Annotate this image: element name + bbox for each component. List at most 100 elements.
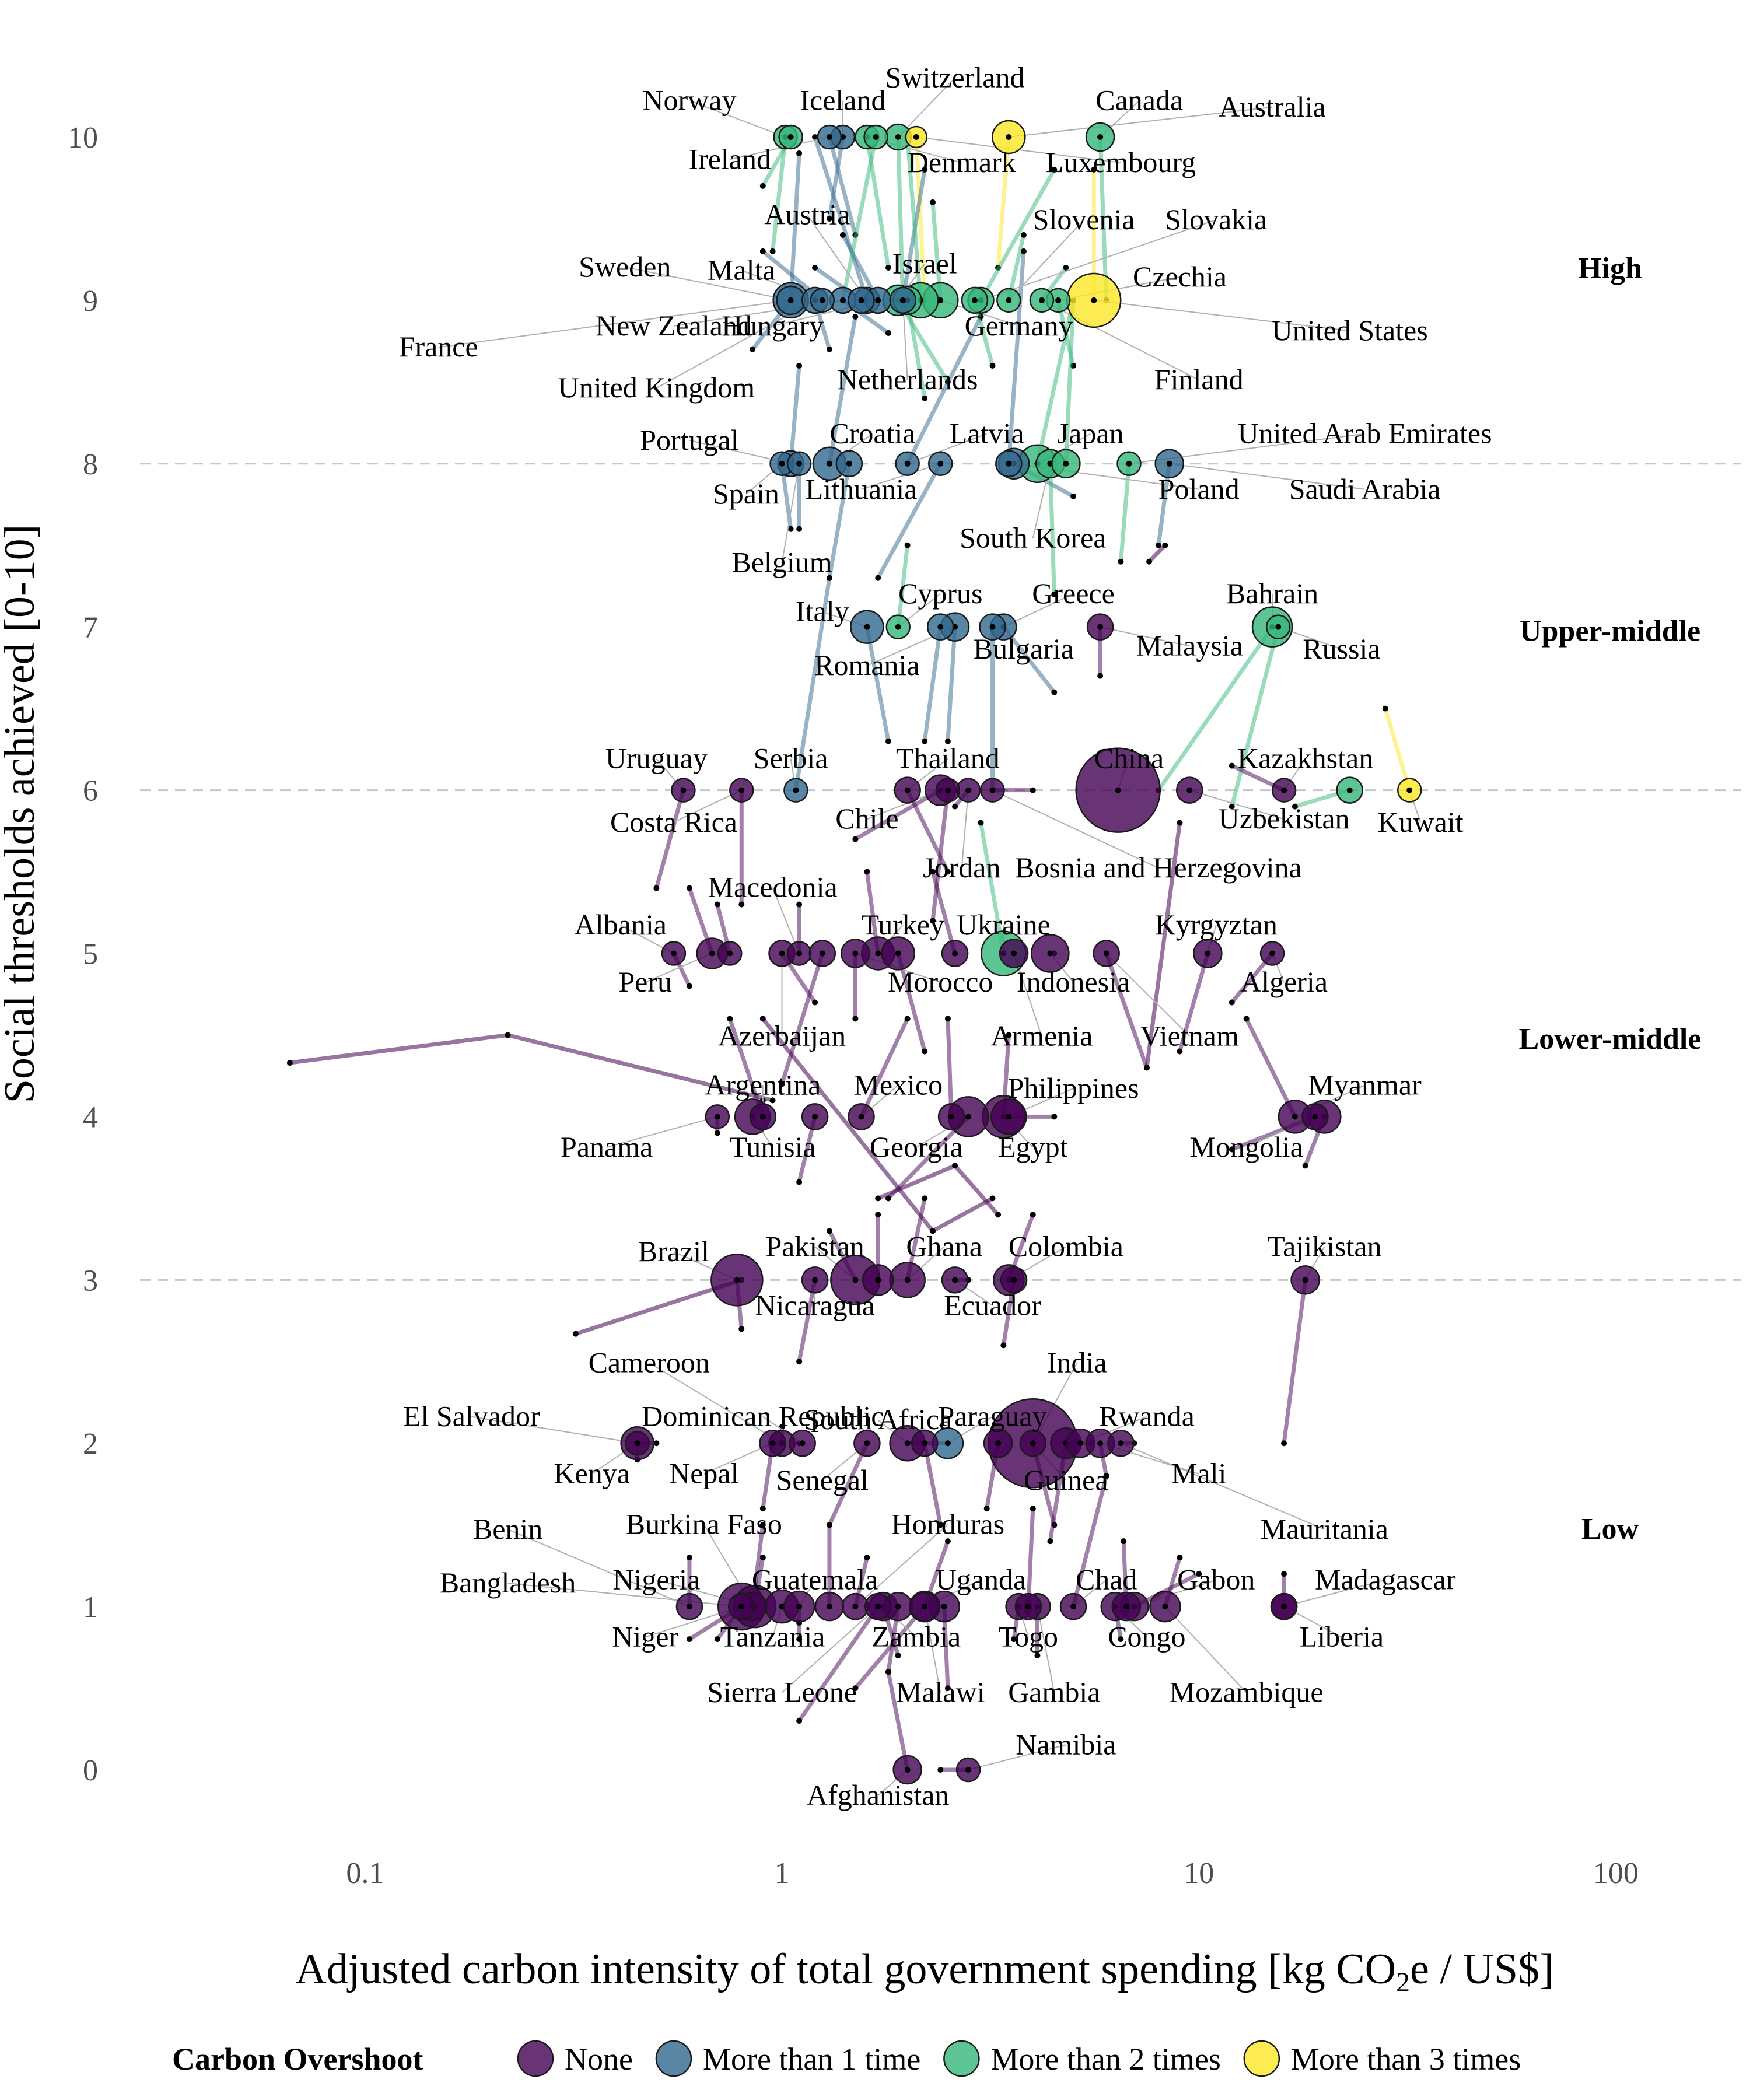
country-label: Mexico [853,1068,943,1101]
trajectory-line [946,625,957,744]
point-center-dot [1011,950,1017,957]
trajectory-start-point [1177,1555,1183,1561]
income-band-label: Upper-middle [1520,614,1700,648]
country-label: Turkey [861,908,944,941]
point-center-dot [875,297,881,303]
trajectory-start-point [1070,493,1077,499]
country-label: Kenya [554,1457,630,1490]
trajectory-start-point [686,1636,692,1643]
trajectory-start-point [760,248,766,254]
trajectory-point [995,1212,1002,1218]
point-center-dot [734,1277,740,1283]
country-label: Italy [796,595,849,628]
country-label: Ghana [906,1230,982,1263]
trajectory-point [505,1032,511,1038]
trajectory-start-point [686,1555,692,1561]
point-center-dot [1025,1604,1031,1610]
label-leader-line [1164,1606,1247,1693]
country-label: Luxembourg [1046,146,1196,178]
country-label: Switzerland [886,61,1025,93]
trajectory-start-point [904,542,911,548]
trajectory-start-point [1006,1032,1012,1038]
income-band-labels: High Upper-middle Lower-middle Low [1519,252,1702,1546]
point-center-dot [1186,787,1193,793]
trajectory-start-point [930,869,936,875]
point-center-dot [1006,1114,1012,1120]
label-leader-line [981,219,1217,301]
legend-swatch [1243,2040,1280,2077]
country-label: Chile [835,802,898,835]
country-label: Honduras [891,1507,1005,1540]
country-label: Mali [1171,1457,1226,1490]
trajectory-start-point [826,1228,832,1234]
point-center-dot [904,1277,911,1283]
trajectory-start-point [714,1130,720,1136]
trajectory-start-point [875,1212,881,1218]
point-center-dot [852,1604,859,1610]
trajectory-line [789,363,802,466]
trajectory-start-point [738,901,745,908]
country-label: Togo [999,1620,1058,1653]
label-leader-line [861,463,941,490]
trajectory-line [922,1441,943,1527]
point-center-dot [995,1440,1002,1447]
label-leader-line [961,790,970,869]
point-center-dot [937,460,944,467]
trajectory-start-point [738,1326,745,1332]
trajectory-start-point [937,1522,944,1528]
country-label: Vietnam [1140,1019,1239,1052]
trajectory-start-point [885,330,891,336]
country-label: Nicaragua [755,1289,874,1321]
country-label: Tanzania [720,1620,825,1653]
point-center-dot [858,1114,864,1120]
country-label: Armenia [991,1019,1093,1052]
label-leader-line [1037,1606,1055,1693]
country-label: Bangladesh [440,1566,576,1599]
point-center-dot [875,1604,881,1610]
y-tick-label: 1 [83,1591,98,1624]
point-center-dot [922,1604,928,1610]
trajectory-point [769,1097,776,1104]
trajectory-start-point [978,820,984,826]
country-label: Namibia [1016,1728,1116,1760]
country-label: Australia [1219,90,1325,123]
country-label: Pakistan [765,1230,864,1263]
point-center-dot [788,134,794,140]
label-leader-line [855,1524,949,1607]
trajectory-start-point [1243,1016,1250,1022]
point-center-dot [913,134,919,140]
trajectory-start-point [727,1016,733,1022]
point-center-dot [1118,1440,1124,1447]
trajectory-line [1147,544,1167,564]
country-label: El Salvador [403,1400,540,1433]
trajectory-start-point [944,1538,951,1545]
country-label: Bosnia and Herzegovina [1015,851,1302,884]
income-band-label: Low [1581,1513,1639,1546]
country-label: India [1047,1346,1107,1378]
legend-swatch [655,2040,692,2077]
point-center-dot [895,624,901,630]
trajectory-start-point [1051,689,1058,695]
trajectory-start-point [864,1555,870,1561]
point-center-dot [904,460,911,467]
y-tick-label: 4 [83,1101,98,1134]
point-center-dot [1406,787,1413,793]
country-label: Kuwait [1377,806,1463,838]
trajectory-start-point [937,1767,944,1773]
country-label: Jordan [923,851,1000,884]
country-label: Mozambique [1170,1676,1324,1709]
country-label: China [1094,742,1164,775]
trajectory-start-point [653,885,660,891]
trajectory-start-point [944,1685,951,1692]
point-center-dot [1038,297,1045,303]
country-label: Indonesia [1017,965,1130,998]
x-tick-label: 100 [1593,1857,1639,1890]
country-label: Canada [1096,84,1183,117]
label-leader-line [438,299,791,348]
y-tick-label: 9 [83,285,98,318]
country-label: Denmark [908,146,1016,178]
country-label: Guatemala [752,1563,878,1596]
trajectory-start-point [885,1669,891,1675]
country-label: Malawi [896,1676,985,1709]
